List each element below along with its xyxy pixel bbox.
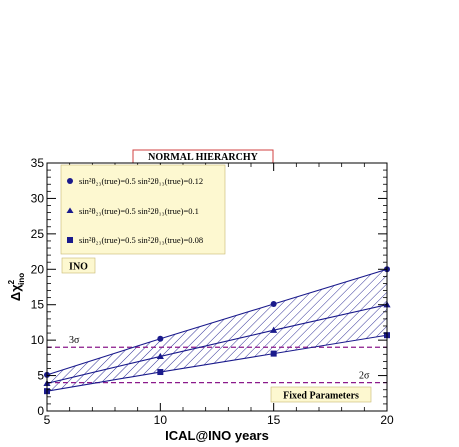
y-axis-label-main: Δχ [8, 284, 23, 301]
experiment-label: INO [69, 262, 88, 273]
experiment-label-box: INO [61, 257, 96, 274]
data-point-s2-2 [156, 352, 164, 360]
series-line-2 [46, 304, 388, 384]
svg-text:Δχ2ino: Δχ2ino [7, 273, 26, 301]
legend-entry-1: sin²θ₂₃(true)=0.5 sin²2θ₁₃(true)=0.12 [79, 176, 203, 186]
legend-marker-square [67, 237, 73, 243]
legend-entry-2: sin²θ₂₃(true)=0.5 sin²2θ₁₃(true)=0.1 [79, 206, 199, 216]
data-point-s2-3 [270, 326, 278, 333]
band-fill [47, 269, 387, 392]
y-tick-label-6: 25 [31, 227, 45, 241]
chart-title: NORMAL HIERARCHY [148, 152, 259, 163]
y-tick-label-2: 5 [37, 369, 44, 383]
series-line-1 [46, 268, 388, 376]
x-tick-label-4: 20 [380, 413, 394, 427]
y-axis-label-sub: ino [17, 273, 26, 285]
reference-label-2: 2σ [359, 371, 370, 382]
legend: sin²θ₂₃(true)=0.5 sin²2θ₁₃(true)=0.12 si… [60, 164, 226, 255]
y-tick-label-7: 30 [31, 191, 45, 205]
reference-label-1: 3σ [69, 335, 80, 346]
hatched-band [47, 269, 387, 392]
y-tick-label-5: 20 [31, 262, 45, 276]
legend-marker-circle [67, 178, 73, 184]
data-point-s1-3 [270, 301, 277, 308]
x-tick-label-1: 5 [44, 413, 51, 427]
x-tick-label-3: 15 [267, 413, 281, 427]
y-axis-label-sup: 2 [7, 279, 16, 284]
y-tick-label-4: 15 [31, 298, 45, 312]
legend-entry-3: sin²θ₂₃(true)=0.5 sin²2θ₁₃(true)=0.08 [79, 235, 203, 245]
y-tick-label-1: 0 [37, 404, 44, 418]
plot-frame [46, 162, 388, 412]
legend-marker-triangle [66, 207, 74, 213]
y-tick-label-3: 10 [31, 333, 45, 347]
y-axis-label: Δχ2ino [7, 273, 26, 301]
y-tick-label-8: 35 [31, 156, 45, 170]
series-line-3 [46, 334, 388, 392]
reference-lines: 3σ 2σ [47, 335, 387, 384]
x-tick-label-2: 10 [154, 413, 168, 427]
fixed-parameters-box: Fixed Parameters [270, 386, 372, 403]
data-point-s3-2 [157, 369, 164, 376]
chart-title-box: NORMAL HIERARCHY [132, 149, 274, 164]
data-point-s3-3 [270, 350, 277, 357]
data-point-s1-2 [157, 335, 164, 342]
fixed-parameters-label: Fixed Parameters [283, 391, 359, 402]
x-axis-label: ICAL@INO years [165, 428, 269, 443]
